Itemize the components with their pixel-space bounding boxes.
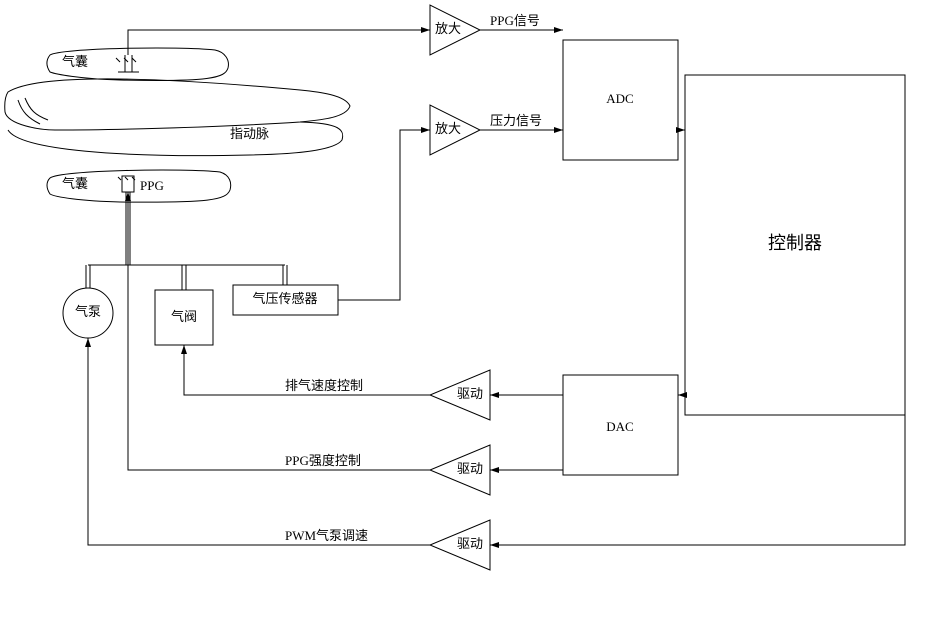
driver-ppg-label: 驱动 xyxy=(457,461,483,476)
controller-label: 控制器 xyxy=(768,233,822,253)
amplifier-top: 放大 xyxy=(430,5,480,55)
dac-label: DAC xyxy=(606,419,633,434)
wire-driver3-to-pump xyxy=(88,338,430,545)
cuff-top-label: 气囊 xyxy=(62,54,88,69)
finger-artery-label: 指动脉 xyxy=(230,126,269,141)
pwm-pump-label: PWM气泵调速 xyxy=(285,528,368,543)
adc-block: ADC xyxy=(563,40,678,160)
driver-ppg-intensity: 驱动 xyxy=(430,445,490,495)
driver-pwm-pump: 驱动 xyxy=(430,520,490,570)
driver-exhaust-label: 驱动 xyxy=(457,386,483,401)
wire-sensor-to-amp xyxy=(338,130,430,300)
driver-exhaust: 驱动 xyxy=(430,370,490,420)
controller-block: 控制器 xyxy=(685,75,905,415)
finger-illustration: 气囊 气囊 PPG 指动脉 xyxy=(5,48,350,202)
wire-topcuff-to-amp xyxy=(128,30,430,55)
ppg-signal-label: PPG信号 xyxy=(490,13,540,28)
air-pump: 气泵 xyxy=(63,288,113,338)
ppg-sensor-label: PPG xyxy=(140,178,164,193)
pressure-sensor: 气压传感器 xyxy=(233,285,338,315)
amplifier-bottom: 放大 xyxy=(430,105,480,155)
pressure-sensor-label: 气压传感器 xyxy=(252,291,317,306)
amplifier-top-label: 放大 xyxy=(435,21,461,36)
ppg-intensity-label: PPG强度控制 xyxy=(285,453,361,468)
cuff-bottom-label: 气囊 xyxy=(62,176,88,191)
amplifier-bottom-label: 放大 xyxy=(435,121,461,136)
dac-block: DAC xyxy=(563,375,678,475)
air-valve: 气阀 xyxy=(155,290,213,345)
driver-pwm-label: 驱动 xyxy=(457,536,483,551)
exhaust-control-label: 排气速度控制 xyxy=(285,378,363,393)
adc-label: ADC xyxy=(606,91,633,106)
pressure-signal-label: 压力信号 xyxy=(490,113,542,128)
air-valve-label: 气阀 xyxy=(171,309,197,324)
air-pump-label: 气泵 xyxy=(75,304,101,319)
